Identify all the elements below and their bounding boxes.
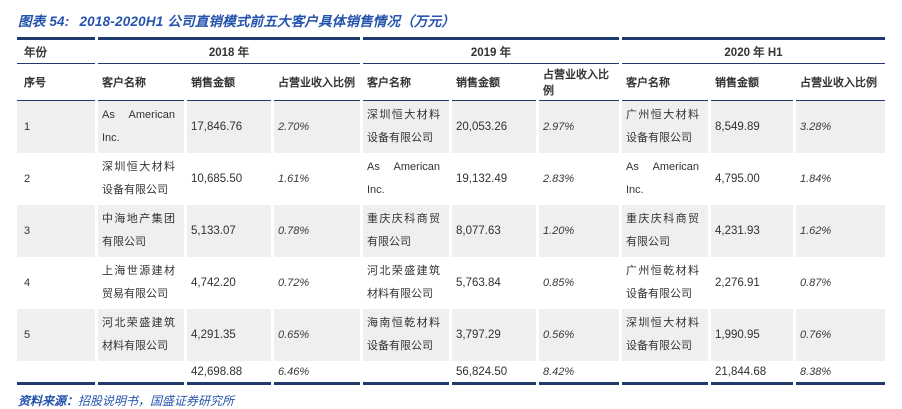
- customer-cell: 河北荣盛建筑材料有限公司: [367, 265, 440, 300]
- figure-title: 图表 54: 2018-2020H1 公司直销模式前五大客户具体销售情况（万元）: [18, 10, 888, 30]
- customer-cell: 上海世源建材贸易有限公司: [102, 265, 175, 300]
- top-customers-sales-table: 年份 2018 年 2019 年 2020 年 H1 序号 客户名称 销售金额 …: [14, 37, 888, 385]
- row-index-cell: 1: [17, 101, 95, 153]
- ratio-cell: 2.97%: [539, 101, 619, 153]
- ratio-cell: 0.85%: [543, 277, 575, 289]
- amount-cell: 4,795.00: [715, 173, 760, 185]
- header-amount-2020h1: 销售金额: [711, 64, 793, 101]
- table-row: 3 中海地产集团有限公司 5,133.07 0.78% 重庆庆科商贸有限公司 8…: [17, 205, 885, 257]
- ratio-cell: 0.56%: [539, 309, 619, 361]
- ratio-cell: 2.83%: [543, 173, 575, 185]
- ratio-cell: 0.65%: [274, 309, 360, 361]
- column-header-row: 序号 客户名称 销售金额 占营业收入比例 客户名称 销售金额 占营业收入比例 客…: [17, 64, 885, 101]
- amount-cell: 4,291.35: [187, 309, 271, 361]
- table-row: 2 深圳恒大材料设备有限公司 10,685.50 1.61% As Americ…: [17, 153, 885, 205]
- amount-cell: 4,742.20: [191, 277, 236, 289]
- customer-cell: As American Inc.: [98, 101, 184, 153]
- header-ratio-2020h1: 占营业收入比例: [796, 64, 885, 101]
- amount-cell: 2,276.91: [715, 277, 760, 289]
- amount-cell: 10,685.50: [191, 173, 243, 185]
- total-row: 42,698.88 6.46% 56,824.50 8.42% 21,844.6…: [17, 361, 885, 385]
- amount-cell: 19,132.49: [456, 173, 508, 185]
- empty-cell: [363, 361, 449, 385]
- ratio-cell: 3.28%: [796, 101, 885, 153]
- header-ratio-2019: 占营业收入比例: [539, 64, 619, 101]
- amount-cell: 20,053.26: [452, 101, 536, 153]
- year-header-label: 年份: [17, 37, 95, 64]
- customer-cell: 广州恒大材料设备有限公司: [622, 101, 708, 153]
- customer-cell: 广州恒乾材料设备有限公司: [626, 265, 699, 300]
- header-index: 序号: [17, 64, 95, 101]
- ratio-cell: 0.76%: [796, 309, 885, 361]
- ratio-cell: 1.61%: [278, 173, 310, 185]
- customer-cell: 重庆庆科商贸有限公司: [622, 205, 708, 257]
- year-group-2018: 2018 年: [98, 37, 360, 64]
- row-index-cell: 4: [24, 277, 31, 289]
- total-amount-cell: 21,844.68: [711, 361, 793, 385]
- header-customer-2020h1: 客户名称: [622, 64, 708, 101]
- amount-cell: 5,763.84: [456, 277, 501, 289]
- header-amount-2018: 销售金额: [187, 64, 271, 101]
- customer-cell: 重庆庆科商贸有限公司: [363, 205, 449, 257]
- total-amount-cell: 56,824.50: [452, 361, 536, 385]
- empty-cell: [622, 361, 708, 385]
- header-customer-2019: 客户名称: [363, 64, 449, 101]
- year-header-row: 年份 2018 年 2019 年 2020 年 H1: [17, 37, 885, 64]
- row-index-cell: 2: [24, 173, 31, 185]
- ratio-cell: 0.72%: [278, 277, 310, 289]
- empty-cell: [17, 361, 95, 385]
- row-index-cell: 5: [17, 309, 95, 361]
- amount-cell: 3,797.29: [452, 309, 536, 361]
- ratio-cell: 0.87%: [800, 277, 832, 289]
- customer-cell: As American Inc.: [367, 161, 440, 196]
- header-ratio-2018: 占营业收入比例: [274, 64, 360, 101]
- table-row: 1 As American Inc. 17,846.76 2.70% 深圳恒大材…: [17, 101, 885, 153]
- total-amount-cell: 42,698.88: [187, 361, 271, 385]
- amount-cell: 1,990.95: [711, 309, 793, 361]
- customer-cell: 河北荣盛建筑材料有限公司: [98, 309, 184, 361]
- ratio-cell: 1.20%: [539, 205, 619, 257]
- row-index-cell: 3: [17, 205, 95, 257]
- ratio-cell: 2.70%: [274, 101, 360, 153]
- ratio-cell: 1.62%: [796, 205, 885, 257]
- amount-cell: 5,133.07: [187, 205, 271, 257]
- source-label: 资料来源：: [18, 394, 79, 408]
- amount-cell: 17,846.76: [187, 101, 271, 153]
- empty-cell: [98, 361, 184, 385]
- figure-title-text: 2018-2020H1 公司直销模式前五大客户具体销售情况（万元）: [79, 14, 456, 29]
- ratio-cell: 0.78%: [274, 205, 360, 257]
- total-ratio-cell: 8.42%: [539, 361, 619, 385]
- amount-cell: 4,231.93: [711, 205, 793, 257]
- ratio-cell: 1.84%: [800, 173, 832, 185]
- figure-number-label: 图表 54:: [18, 14, 70, 29]
- year-group-2019: 2019 年: [363, 37, 619, 64]
- customer-cell: 深圳恒大材料设备有限公司: [363, 101, 449, 153]
- customer-cell: 中海地产集团有限公司: [98, 205, 184, 257]
- customer-cell: 海南恒乾材料设备有限公司: [363, 309, 449, 361]
- total-ratio-cell: 6.46%: [274, 361, 360, 385]
- customer-cell: As American Inc.: [626, 161, 699, 196]
- amount-cell: 8,549.89: [711, 101, 793, 153]
- header-customer-2018: 客户名称: [98, 64, 184, 101]
- header-amount-2019: 销售金额: [452, 64, 536, 101]
- year-group-2020h1: 2020 年 H1: [622, 37, 885, 64]
- source-text: 招股说明书，国盛证券研究所: [78, 394, 235, 408]
- amount-cell: 8,077.63: [452, 205, 536, 257]
- customer-cell: 深圳恒大材料设备有限公司: [622, 309, 708, 361]
- table-row: 4 上海世源建材贸易有限公司 4,742.20 0.72% 河北荣盛建筑材料有限…: [17, 257, 885, 309]
- customer-cell: 深圳恒大材料设备有限公司: [102, 161, 175, 196]
- table-row: 5 河北荣盛建筑材料有限公司 4,291.35 0.65% 海南恒乾材料设备有限…: [17, 309, 885, 361]
- total-ratio-cell: 8.38%: [796, 361, 885, 385]
